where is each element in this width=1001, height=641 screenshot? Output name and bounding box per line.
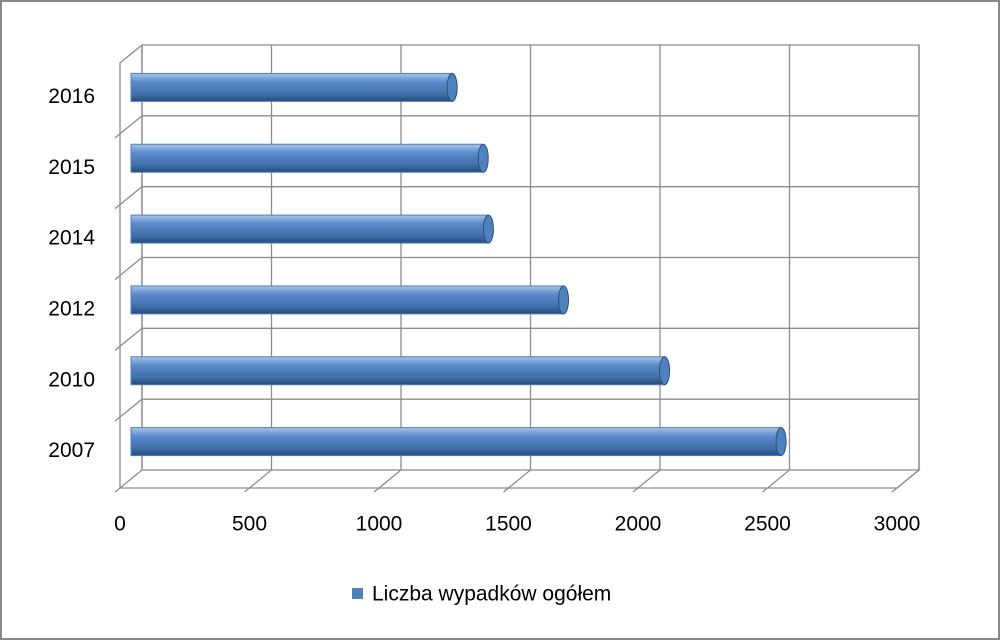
x-tick	[373, 487, 380, 493]
grid-line	[767, 45, 791, 489]
y-tick-label: 2014	[48, 227, 95, 250]
y-tick-label: 2016	[48, 85, 95, 108]
category-tick	[114, 327, 143, 351]
grid-line	[249, 45, 273, 489]
legend-label: Liczba wypadków ogółem	[372, 583, 611, 606]
x-tick-label: 2000	[615, 513, 662, 536]
y-tick-label: 2015	[48, 156, 95, 179]
bar	[130, 356, 671, 386]
bar	[130, 143, 489, 173]
x-tick-label: 0	[114, 513, 126, 536]
bar	[130, 427, 787, 457]
x-tick-label: 2500	[744, 513, 791, 536]
x-tick	[114, 487, 121, 493]
x-tick	[244, 487, 250, 493]
x-tick-label: 500	[232, 513, 267, 536]
category-tick	[114, 115, 143, 139]
y-tick-label: 2010	[48, 368, 95, 391]
x-tick-label: 1500	[485, 513, 532, 536]
y-tick-label: 2007	[48, 439, 95, 462]
grid-line	[508, 45, 532, 489]
grid-line	[378, 45, 402, 489]
legend-swatch	[352, 588, 363, 599]
bar	[130, 72, 458, 102]
grid-line	[896, 45, 920, 489]
x-tick	[762, 487, 768, 493]
category-tick	[114, 398, 143, 422]
grid-line	[637, 45, 661, 489]
bar	[130, 285, 570, 315]
x-tick	[503, 487, 509, 493]
x-tick-label: 1000	[356, 513, 403, 536]
x-tick	[632, 487, 639, 493]
category-tick	[114, 186, 143, 210]
y-tick-label: 2012	[48, 297, 95, 320]
grid-line	[119, 45, 143, 489]
bar	[130, 214, 494, 244]
x-tick-label: 3000	[874, 513, 921, 536]
category-tick	[114, 256, 143, 281]
x-tick	[891, 487, 898, 493]
